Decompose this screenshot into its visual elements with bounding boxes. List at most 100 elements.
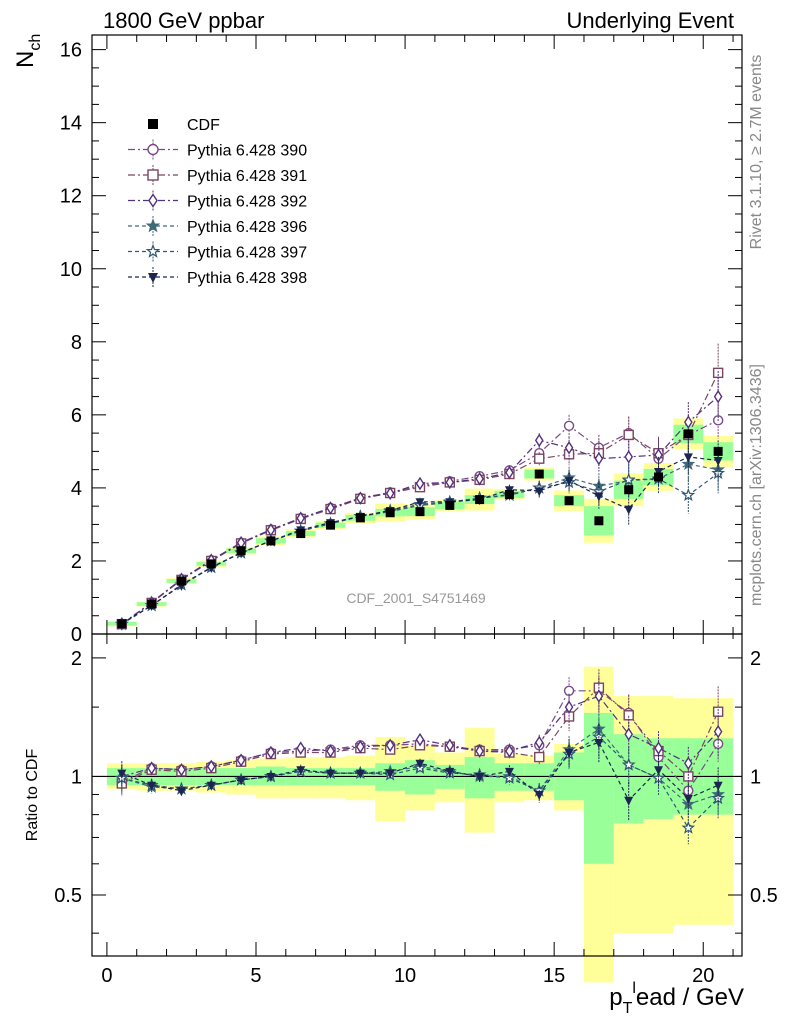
data-point	[355, 513, 365, 523]
ratio-point	[713, 781, 723, 791]
data-point	[385, 508, 395, 518]
legend: CDF Pythia 6.428 390 Pythia 6.428 391 Pythi…	[128, 117, 307, 287]
ratio-point	[475, 744, 484, 758]
data-point	[534, 469, 544, 479]
y-tick-label: 4	[71, 478, 82, 500]
ratio-point	[445, 738, 455, 753]
main-data-points	[117, 429, 723, 629]
x-axis-label-rest: ead / GeV	[636, 984, 744, 1011]
ratio-point	[624, 796, 634, 806]
ratio-bands	[106, 666, 734, 983]
ratio-tick-label-right: 1	[750, 766, 761, 788]
legend-marker	[147, 143, 159, 156]
series-point	[711, 466, 726, 480]
ratio-point	[147, 781, 157, 791]
ratio-point	[326, 769, 336, 779]
ratio-point	[594, 738, 604, 748]
x-axis-label: pTlead / GeV	[609, 980, 744, 1017]
ratio-point	[564, 749, 574, 759]
legend-label: Pythia 6.428 390	[187, 143, 307, 160]
data-point	[475, 495, 485, 505]
data-point	[296, 529, 306, 539]
data-point	[415, 507, 425, 517]
series-point	[623, 429, 634, 441]
ratio-point	[475, 772, 485, 782]
data-point	[266, 536, 276, 546]
legend-item: Pythia 6.428 391	[128, 165, 307, 185]
ratio-point	[266, 772, 276, 782]
x-tick-label: 5	[250, 965, 261, 987]
ratio-tick-label-right: 2	[750, 648, 761, 670]
y-axis-label-main: N	[12, 51, 39, 68]
series-point	[415, 476, 425, 491]
ratio-point	[684, 756, 693, 771]
series-point	[624, 505, 634, 515]
ratio-point	[712, 706, 724, 717]
ratio-point	[505, 744, 514, 758]
x-tick-label: 20	[692, 965, 714, 987]
ratio-point	[236, 776, 246, 786]
axis-frames	[91, 34, 743, 957]
x-axis-label-sup: l	[632, 980, 636, 997]
y-axis-label: Nch	[12, 34, 44, 68]
x-tick-label: 15	[543, 965, 565, 987]
header-right: Underlying Event	[566, 8, 734, 33]
ratio-point	[385, 738, 395, 753]
svg-text:Nch: Nch	[12, 34, 44, 68]
ratio-point	[534, 751, 545, 763]
legend-item: Pythia 6.428 398	[128, 267, 307, 287]
rivet-note: Rivet 3.1.10, ≥ 2.7M events	[748, 55, 765, 250]
data-point	[206, 559, 216, 569]
legend-label: Pythia 6.428 392	[187, 194, 307, 211]
series-point	[534, 487, 544, 497]
ratio-point	[147, 761, 156, 775]
ratio-point	[594, 689, 604, 703]
data-point	[117, 619, 127, 629]
data-point	[236, 546, 246, 556]
x-axis-label-sub: T	[623, 1000, 633, 1017]
ratio-point	[117, 769, 127, 779]
ratio-tick-label-left: 0.5	[54, 885, 82, 907]
series-point	[445, 475, 455, 490]
ratio-point	[385, 769, 395, 779]
series-point	[563, 420, 575, 432]
ratio-tick-label-left: 1	[71, 766, 82, 788]
ratio-point	[445, 767, 455, 777]
y-axis-label-sub: ch	[27, 34, 44, 51]
series-point	[415, 498, 425, 508]
legend-label: Pythia 6.428 396	[187, 219, 307, 236]
y-tick-label: 10	[60, 259, 82, 281]
series-point	[683, 453, 693, 463]
ratio-point	[296, 766, 306, 776]
data-point	[564, 496, 574, 506]
ratio-series	[114, 669, 726, 845]
ratio-point	[356, 739, 365, 754]
ratio-point	[326, 744, 335, 758]
ratio-tick-label-right: 0.5	[750, 885, 778, 907]
legend-label: Pythia 6.428 398	[187, 270, 307, 287]
series-point	[594, 492, 604, 502]
ratio-point	[624, 727, 634, 742]
legend-marker	[148, 119, 158, 129]
ratio-point	[654, 741, 663, 755]
x-tick-label: 0	[101, 965, 112, 987]
data-point	[445, 500, 455, 510]
ratio-point	[713, 724, 723, 739]
x-axis-label-main: p	[609, 984, 622, 1011]
ratio-pythia-6-428-398	[117, 724, 723, 821]
ratio-point	[681, 820, 696, 834]
data-point	[326, 520, 336, 530]
mcplots-note: mcplots.cern.ch [arXiv:1306.3436]	[748, 364, 765, 606]
series-point	[621, 472, 636, 486]
ratio-point	[266, 745, 276, 760]
data-point	[176, 576, 186, 586]
data-point	[683, 429, 693, 439]
ratio-point	[355, 769, 365, 779]
ratio-frame	[91, 633, 743, 957]
analysis-watermark: CDF_2001_S4751469	[346, 590, 486, 606]
legend-label: CDF	[187, 117, 220, 134]
ratio-point	[683, 794, 693, 804]
ratio-point	[654, 766, 664, 776]
series-point	[564, 477, 574, 487]
